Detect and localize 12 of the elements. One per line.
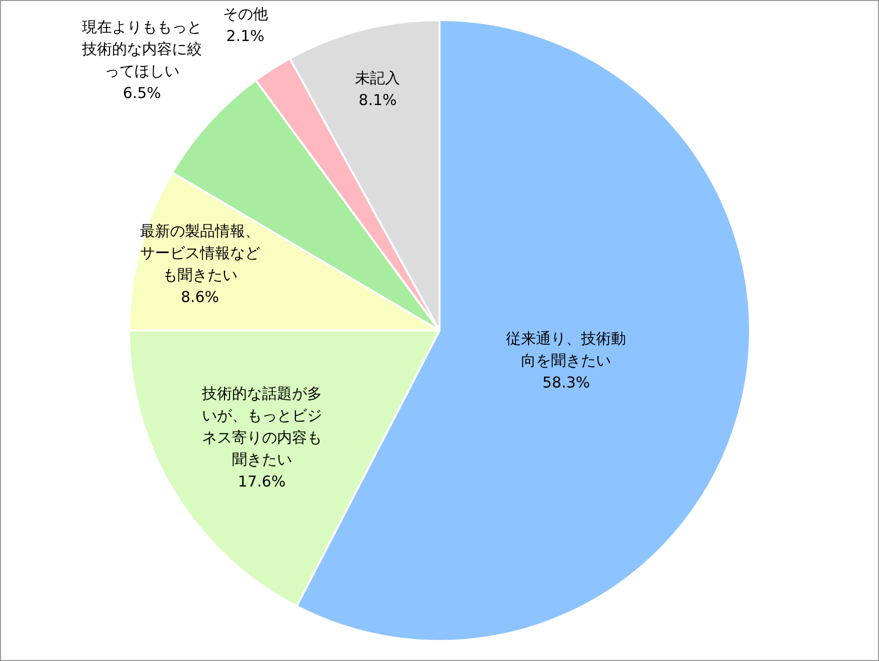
data-label: 58.3% [542,373,590,392]
slice-label: 未記入 [355,68,400,87]
slice-label: 従来通り、技術動向を聞きたい [506,329,626,370]
slice-label: 現在よりももっと技術的な内容に絞ってほしい [80,18,202,80]
data-label: 17.6% [238,472,286,490]
slice-label: 最新の製品情報、サービス情報なども聞きたい [140,222,260,284]
slice-label: 技術的な話題が多いが、もっとビジネス寄りの内容も聞きたい [200,384,322,468]
slice-label: その他 [222,5,268,24]
data-label: 8.1% [358,90,397,109]
data-label: 6.5% [122,84,161,102]
data-label: 8.6% [180,288,219,306]
data-label: 2.1% [226,27,264,46]
